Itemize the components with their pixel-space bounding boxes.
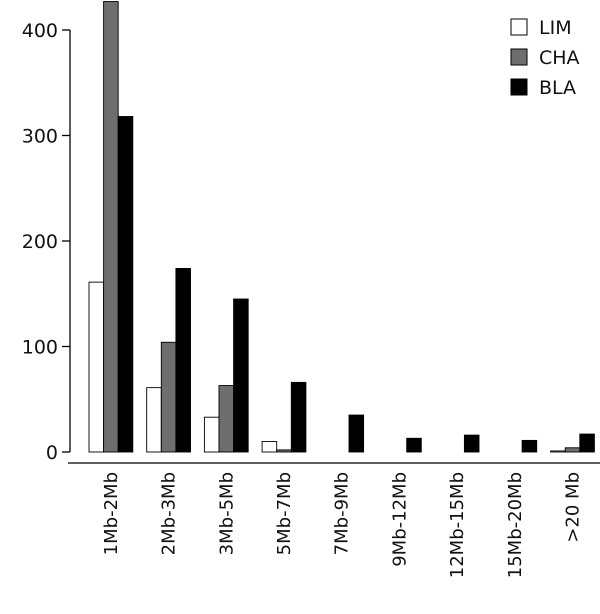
bar-bla (290, 381, 307, 453)
legend-swatch-lim (510, 18, 528, 36)
bar-bla (175, 267, 191, 453)
x-category-label: 9Mb-12Mb (389, 472, 410, 567)
x-category-label: 3Mb-5Mb (216, 472, 237, 555)
bar-lim (550, 450, 566, 453)
bar-lim (88, 281, 105, 453)
bar-bla (117, 116, 134, 453)
x-category-label: 12Mb-15Mb (447, 472, 468, 578)
x-category-labels: 1Mb-2Mb 2Mb-3Mb 3Mb-5Mb 5Mb-7Mb 7Mb-9Mb 9Mb-1… (101, 472, 584, 578)
bar-bla (579, 433, 595, 453)
bar-cha (103, 1, 119, 453)
x-category-label: 15Mb-20Mb (505, 472, 526, 578)
bar-cha (160, 341, 177, 453)
legend-label: BLA (539, 77, 576, 99)
bar-bla (406, 437, 422, 453)
x-category-label: 5Mb-7Mb (274, 472, 295, 555)
legend: LIM CHA BLA (510, 17, 580, 99)
bar-bla (233, 298, 249, 453)
bar-bla (463, 434, 480, 453)
x-category-label: 2Mb-3Mb (159, 472, 180, 555)
legend-label: LIM (539, 17, 572, 39)
legend-swatch-cha (510, 48, 528, 66)
bar-lim (261, 441, 278, 453)
x-category-label: 7Mb-9Mb (332, 472, 353, 555)
bar-bla (348, 414, 365, 453)
y-tick-label: 100 (22, 337, 58, 359)
y-tick-label: 300 (22, 126, 58, 148)
bar-cha (218, 385, 235, 453)
legend-swatch-bla (510, 78, 528, 96)
bars (88, 1, 595, 453)
bar-lim (203, 416, 220, 453)
y-axis: 0 100 200 300 400 (22, 20, 600, 464)
bar-cha (564, 447, 581, 453)
x-category-label: 1Mb-2Mb (101, 472, 122, 555)
legend-label: CHA (539, 47, 580, 69)
bar-lim (146, 387, 162, 453)
bar-bla (521, 439, 538, 453)
y-tick-label: 400 (22, 20, 58, 42)
y-tick-label: 0 (46, 442, 58, 464)
y-tick-label: 200 (22, 231, 58, 253)
x-category-label: >20 Mb (563, 472, 584, 543)
bar-cha (276, 449, 292, 453)
